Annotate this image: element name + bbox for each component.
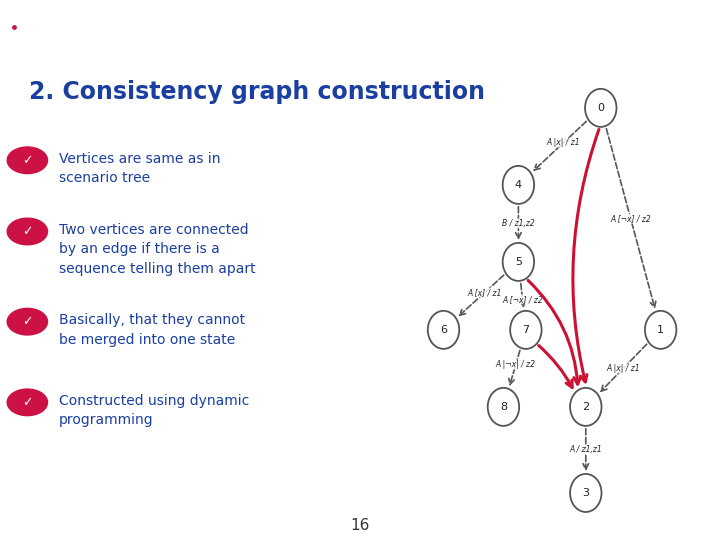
Text: A / z1,z1: A / z1,z1	[570, 446, 602, 455]
Point	[27, 21, 38, 30]
Text: A [¬x] / z2: A [¬x] / z2	[502, 295, 543, 304]
Point	[65, 28, 76, 37]
Text: 2: 2	[582, 402, 590, 412]
Text: 5: 5	[515, 257, 522, 267]
Point	[145, 16, 156, 25]
Text: Vertices are same as in
scenario tree: Vertices are same as in scenario tree	[59, 152, 220, 185]
Text: ✓: ✓	[22, 396, 32, 409]
Text: A [¬x] / z2: A [¬x] / z2	[611, 214, 651, 224]
Point	[194, 33, 205, 42]
Text: ✓: ✓	[22, 154, 32, 167]
Point	[210, 24, 221, 32]
Text: 4: 4	[515, 180, 522, 190]
Circle shape	[487, 388, 519, 426]
Text: A |x| / z1: A |x| / z1	[606, 364, 640, 373]
Point	[125, 22, 136, 31]
Text: 0: 0	[598, 103, 604, 113]
Circle shape	[510, 311, 541, 349]
Point	[76, 22, 88, 31]
Point	[137, 19, 148, 28]
Point	[169, 23, 181, 32]
Point	[161, 32, 173, 40]
Text: A |x| / z1: A |x| / z1	[547, 138, 580, 147]
Text: B / z1,z2: B / z1,z2	[502, 219, 535, 228]
Circle shape	[503, 243, 534, 281]
Point	[89, 14, 101, 23]
Point	[212, 29, 224, 37]
Circle shape	[7, 389, 48, 416]
Text: Two vertices are connected
by an edge if there is a
sequence telling them apart: Two vertices are connected by an edge if…	[59, 223, 256, 276]
Text: A |¬x| / z2: A |¬x| / z2	[496, 360, 536, 369]
Circle shape	[503, 166, 534, 204]
Circle shape	[7, 218, 48, 245]
Text: 1: 1	[657, 325, 664, 335]
Point	[97, 29, 109, 38]
Circle shape	[7, 147, 48, 173]
Point	[86, 17, 98, 25]
Circle shape	[570, 388, 601, 426]
Point	[186, 19, 198, 28]
Text: Basically, that they cannot
be merged into one state: Basically, that they cannot be merged in…	[59, 313, 246, 347]
Point	[142, 26, 153, 35]
Point	[54, 24, 66, 33]
Text: Exact and Metaheuristic Techniques for EFSM Inference: Exact and Metaheuristic Techniques for E…	[282, 26, 611, 36]
Text: 8: 8	[500, 402, 507, 412]
Text: 16: 16	[351, 518, 369, 533]
Point	[0, 24, 11, 33]
Circle shape	[585, 89, 616, 127]
Point	[27, 16, 38, 24]
Text: 7: 7	[522, 325, 529, 335]
Point	[27, 18, 38, 27]
Point	[9, 23, 20, 32]
Text: 6: 6	[440, 325, 447, 335]
Circle shape	[645, 311, 676, 349]
Text: ✓: ✓	[22, 315, 32, 328]
Point	[178, 28, 189, 36]
Text: Constructed using dynamic
programming: Constructed using dynamic programming	[59, 394, 249, 427]
Point	[27, 13, 38, 22]
Point	[104, 25, 116, 34]
Text: 3: 3	[582, 488, 589, 498]
Text: ITMO UNIVERSITY: ITMO UNIVERSITY	[97, 24, 250, 38]
Point	[83, 19, 94, 28]
Text: A [x] / z1: A [x] / z1	[467, 288, 502, 297]
Text: 2. Consistency graph construction: 2. Consistency graph construction	[29, 79, 485, 104]
Circle shape	[428, 311, 459, 349]
Circle shape	[570, 474, 601, 512]
Text: ✓: ✓	[22, 225, 32, 238]
Point	[130, 31, 141, 39]
Circle shape	[7, 308, 48, 335]
